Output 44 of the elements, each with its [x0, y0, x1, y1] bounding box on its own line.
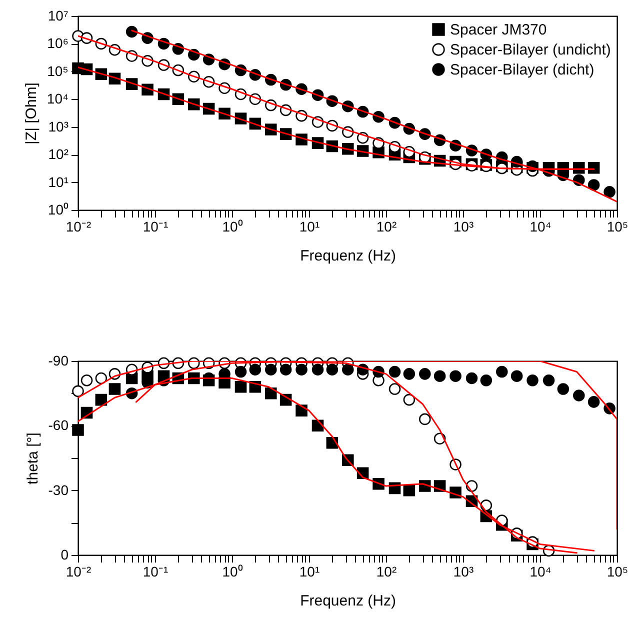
x-tick-label: 10⁻² [66, 564, 92, 580]
x-tick-label: 10⁻¹ [142, 564, 168, 580]
point [588, 162, 600, 174]
y-tick-label: 10⁵ [47, 62, 68, 79]
y-axis-title: theta [°] [24, 432, 42, 484]
x-tick-label: 10⁴ [530, 218, 552, 234]
point [265, 387, 277, 400]
point [234, 380, 247, 393]
point [95, 394, 108, 406]
point [419, 413, 431, 426]
y-tick-label: 0 [60, 546, 69, 562]
x-tick-label: 10² [376, 564, 397, 580]
point [403, 394, 416, 406]
y-tick-label: 10³ [48, 118, 69, 134]
x-tick-label: 10⁵ [606, 564, 628, 580]
x-tick-label: 10⁵ [606, 218, 628, 234]
y-tick-label: 10⁷ [48, 8, 68, 24]
x-tick-label: 10⁰ [222, 218, 243, 234]
y-tick-label: 10⁰ [48, 202, 68, 218]
x-tick-label: 10¹ [299, 218, 320, 234]
x-tick-label: 10⁻² [66, 218, 92, 234]
x-tick-label: 10⁰ [222, 564, 243, 580]
y-tick-label: -30 [48, 482, 69, 498]
y-tick-label: 10² [48, 146, 69, 162]
y-tick-label: 10¹ [48, 174, 69, 190]
x-axis-title: Frequenz (Hz) [300, 592, 396, 610]
x-tick-label: 10¹ [299, 564, 320, 580]
legend-label: Spacer JM370 [450, 22, 547, 38]
x-tick-label: 10³ [453, 218, 474, 234]
y-tick-label: -90 [48, 352, 69, 368]
point [95, 372, 108, 384]
y-tick-label: 10⁴ [46, 90, 68, 107]
y-tick-label: 10⁶ [47, 35, 68, 52]
x-tick-label: 10² [376, 218, 397, 234]
x-tick-label: 10⁴ [530, 564, 552, 580]
y-tick-label: -60 [48, 417, 69, 434]
x-tick-label: 10⁻¹ [142, 218, 168, 234]
y-axis-title: |Z| [Ohm] [22, 82, 40, 144]
point [80, 374, 93, 386]
legend-label: Spacer-Bilayer (dicht) [450, 62, 594, 78]
x-axis-title: Frequenz (Hz) [300, 248, 396, 264]
point [388, 383, 401, 395]
x-tick-label: 10³ [453, 564, 474, 580]
legend-label: Spacer-Bilayer (undicht) [450, 42, 611, 58]
